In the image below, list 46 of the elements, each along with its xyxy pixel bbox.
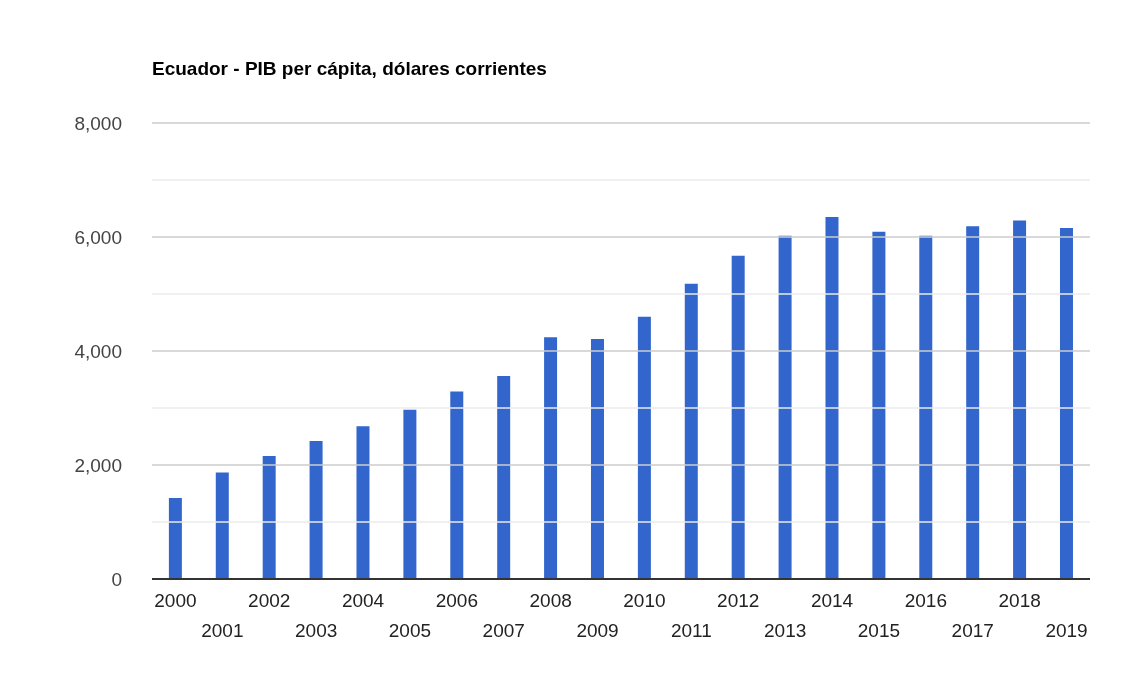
x-tick-label: 2015 <box>857 620 901 641</box>
bar <box>497 376 511 579</box>
x-tick-label: 2019 <box>1045 620 1088 641</box>
x-tick-label: 2013 <box>764 620 807 641</box>
x-tick-label: 2017 <box>951 620 994 641</box>
bar <box>637 316 651 579</box>
x-tick-label: 2007 <box>482 620 525 641</box>
x-tick-label: 2003 <box>295 620 338 641</box>
x-tick-label: 2000 <box>154 590 197 611</box>
y-tick-label: 6,000 <box>74 226 122 248</box>
bar <box>262 455 276 579</box>
bar <box>825 217 839 579</box>
bar <box>544 337 558 579</box>
y-tick-label: 8,000 <box>74 112 122 134</box>
x-tick-label: 2009 <box>576 620 619 641</box>
bar <box>684 283 698 579</box>
bar <box>403 409 417 579</box>
bar <box>1013 220 1027 579</box>
x-tick-label: 2010 <box>623 590 666 611</box>
y-tick-label: 0 <box>111 568 122 590</box>
y-tick-label: 4,000 <box>74 340 122 362</box>
bar <box>919 235 933 579</box>
x-tick-label: 2006 <box>435 590 478 611</box>
bar <box>356 426 370 579</box>
bar <box>590 339 604 579</box>
x-tick-label: 2016 <box>904 590 947 611</box>
x-tick-label: 2018 <box>998 590 1041 611</box>
x-tick-label: 2011 <box>670 620 712 641</box>
x-tick-label: 2001 <box>201 620 244 641</box>
x-tick-label: 2014 <box>810 590 854 611</box>
bar <box>872 231 886 579</box>
x-tick-label: 2005 <box>388 620 432 641</box>
bar <box>450 391 464 579</box>
x-tick-label: 2002 <box>248 590 291 611</box>
x-tick-label: 2004 <box>341 590 385 611</box>
chart-title: Ecuador - PIB per cápita, dólares corrientes <box>152 58 547 80</box>
bar <box>1059 227 1073 579</box>
x-tick-label: 2008 <box>529 590 572 611</box>
bar <box>778 235 792 579</box>
bar <box>966 226 980 579</box>
bar <box>309 441 323 579</box>
x-tick-label: 2012 <box>717 590 760 611</box>
bar <box>731 255 745 579</box>
y-tick-label: 2,000 <box>74 454 122 476</box>
bar <box>168 498 182 579</box>
bar <box>215 472 229 579</box>
